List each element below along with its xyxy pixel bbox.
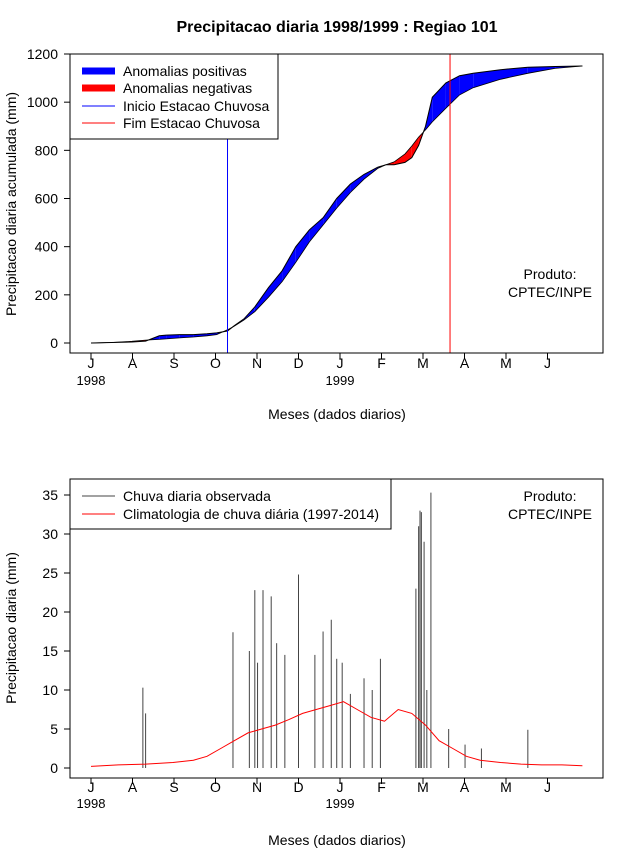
negative-anomaly-area <box>411 137 419 158</box>
positive-anomaly-area <box>336 184 351 209</box>
product-label: Produto: <box>524 488 577 504</box>
x-tick-label: A <box>460 779 470 795</box>
x-tick-label: M <box>500 779 512 795</box>
x-tick-label: J <box>337 355 344 371</box>
x-tick-label: O <box>210 355 221 371</box>
positive-anomaly-area <box>268 270 283 298</box>
year-label: 1999 <box>326 373 355 388</box>
positive-anomaly-area <box>445 75 460 109</box>
y-axis-label: Precipitacao diaria acumulada (mm) <box>3 92 19 316</box>
x-tick-label: J <box>544 779 551 795</box>
cumulative-precipitation-chart: Precipitacao diaria 1998/1999 : Regiao 1… <box>3 19 604 422</box>
y-tick-label: 10 <box>42 682 58 698</box>
y-axis-label: Precipitacao diaria (mm) <box>3 552 19 704</box>
positive-anomaly-area <box>350 174 364 193</box>
year-label: 1998 <box>77 796 106 811</box>
x-tick-label: D <box>293 355 303 371</box>
y-tick-label: 1200 <box>27 46 58 62</box>
product-source: CPTEC/INPE <box>508 284 592 300</box>
positive-anomaly-area <box>159 335 167 340</box>
y-tick-label: 600 <box>35 191 59 207</box>
y-tick-label: 800 <box>35 142 59 158</box>
x-tick-label: F <box>377 779 386 795</box>
x-tick-label: D <box>293 779 303 795</box>
x-tick-label: N <box>252 355 262 371</box>
legend-label: Anomalias negativas <box>123 80 252 96</box>
legend: Anomalias positivas Anomalias negativas … <box>69 53 279 140</box>
y-tick-label: 20 <box>42 604 58 620</box>
y-tick-label: 5 <box>50 721 58 737</box>
positive-anomaly-area <box>432 82 446 122</box>
legend: Chuva diaria observada Climatologia de c… <box>69 478 392 530</box>
x-axis-label: Meses (dados diarios) <box>268 832 406 848</box>
year-label: 1999 <box>326 796 355 811</box>
legend-label: Anomalias positivas <box>123 63 247 79</box>
x-tick-label: S <box>169 355 178 371</box>
y-tick-label: 0 <box>50 760 58 776</box>
x-tick-label: A <box>128 355 138 371</box>
x-tick-label: O <box>210 779 221 795</box>
positive-anomaly-area <box>254 287 269 312</box>
positive-anomaly-area <box>459 73 474 95</box>
x-tick-label: A <box>460 355 470 371</box>
legend-label: Climatologia de chuva diária (1997-2014) <box>123 506 379 522</box>
climatology-line <box>90 701 583 767</box>
y-tick-label: 1000 <box>27 94 58 110</box>
positive-anomaly-area <box>527 66 556 74</box>
positive-anomaly-area <box>295 229 310 263</box>
product-label: Produto: <box>524 266 577 282</box>
positive-anomaly-area <box>309 217 324 242</box>
x-axis-label: Meses (dados diarios) <box>268 406 406 422</box>
x-tick-label: M <box>500 355 512 371</box>
positive-anomaly-area <box>473 69 501 88</box>
x-tick-label: N <box>252 779 262 795</box>
x-tick-label: M <box>417 355 429 371</box>
product-source: CPTEC/INPE <box>508 506 592 522</box>
positive-anomaly-area <box>323 198 337 225</box>
legend-label: Chuva diaria observada <box>123 488 271 504</box>
year-label: 1998 <box>77 373 106 388</box>
x-tick-label: J <box>337 779 344 795</box>
y-tick-label: 35 <box>42 487 58 503</box>
daily-precipitation-chart: 0 5 10 15 20 25 30 35 J A S O N D J F M A M J Precipitacao… <box>3 478 604 848</box>
climatology-line <box>90 65 583 344</box>
series-line-layer <box>90 65 583 344</box>
daily-rain-bars <box>142 492 529 768</box>
y-axis: 0 200 400 600 800 1000 1200 <box>27 46 71 351</box>
negative-anomaly-area <box>394 153 405 165</box>
chart-title: Precipitacao diaria 1998/1999 : Regiao 1… <box>176 19 497 36</box>
x-tick-label: J <box>88 355 95 371</box>
x-tick-label: A <box>128 779 138 795</box>
y-tick-label: 30 <box>42 526 58 542</box>
legend-label: Inicio Estacao Chuvosa <box>123 98 270 114</box>
y-tick-label: 400 <box>35 239 59 255</box>
y-axis: 0 5 10 15 20 25 30 35 <box>42 487 71 776</box>
positive-anomaly-area <box>282 246 296 282</box>
positive-anomaly-area <box>500 67 528 80</box>
x-tick-label: M <box>417 779 429 795</box>
x-tick-label: S <box>169 779 178 795</box>
y-tick-label: 200 <box>35 287 59 303</box>
observed-cumulative-line <box>90 65 583 344</box>
y-tick-label: 0 <box>50 335 58 351</box>
legend-label: Fim Estacao Chuvosa <box>123 115 260 131</box>
y-tick-label: 25 <box>42 565 58 581</box>
x-tick-label: F <box>377 355 386 371</box>
y-tick-label: 15 <box>42 643 58 659</box>
x-tick-label: J <box>544 355 551 371</box>
legend-box <box>69 53 279 140</box>
x-tick-label: J <box>88 779 95 795</box>
legend-box <box>69 478 392 530</box>
